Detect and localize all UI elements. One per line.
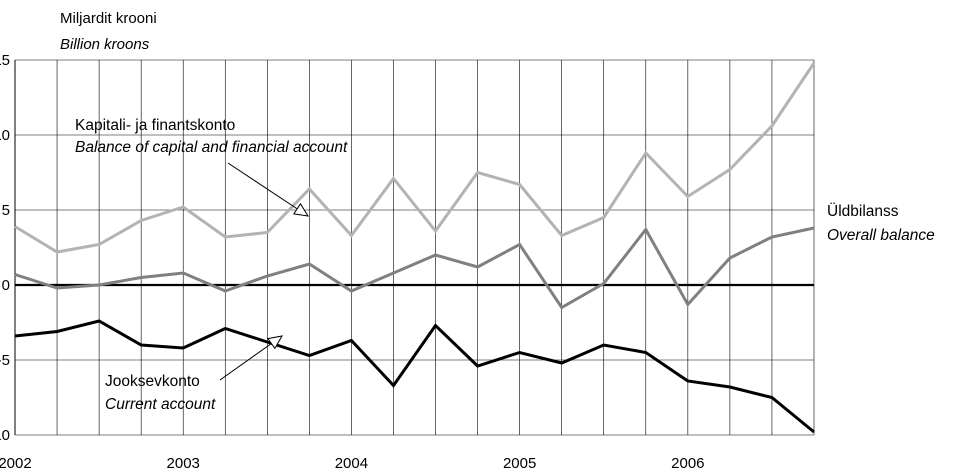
y-tick-labels: 15 10 5 0 -5 -10 bbox=[0, 52, 10, 444]
capital-pointer-leader bbox=[227, 162, 309, 217]
y-tick-label: -10 bbox=[0, 427, 10, 444]
series-label-current-et: Jooksevkonto bbox=[105, 373, 200, 390]
x-tick-label: 2002 bbox=[0, 455, 32, 472]
y-tick-label: 15 bbox=[0, 52, 10, 69]
x-tick-label: 2004 bbox=[335, 455, 368, 472]
axes bbox=[14, 60, 814, 435]
series-label-capital-et: Kapitali- ja finantskonto bbox=[75, 117, 236, 134]
series-label-overall-et: Üldbilanss bbox=[827, 203, 899, 220]
series-line-current bbox=[14, 319, 815, 434]
series-line-overall bbox=[14, 226, 815, 310]
series-label-capital-en: Balance of capital and financial account bbox=[75, 139, 348, 156]
x-tick-label: 2006 bbox=[671, 455, 704, 472]
x-tick-label: 2003 bbox=[167, 455, 200, 472]
x-tick-label: 2005 bbox=[503, 455, 536, 472]
current-pointer-arrowhead bbox=[267, 335, 283, 350]
series-label-current-en: Current account bbox=[105, 396, 216, 413]
x-tick-labels: 2002 2003 2004 2005 2006 bbox=[0, 455, 705, 472]
series-lines bbox=[14, 62, 816, 434]
y-unit-label-et: Miljardit krooni bbox=[60, 10, 157, 27]
y-tick-label: -5 bbox=[0, 352, 10, 369]
y-tick-label: 0 bbox=[2, 277, 10, 294]
series-line-capital bbox=[14, 62, 816, 254]
grid-lines bbox=[14, 59, 815, 436]
y-tick-label: 10 bbox=[0, 127, 10, 144]
capital-pointer-arrowhead bbox=[293, 202, 309, 217]
label-pointers bbox=[219, 162, 309, 381]
series-label-overall-en: Overall balance bbox=[827, 227, 935, 244]
y-unit-label-en: Billion kroons bbox=[60, 36, 150, 53]
y-tick-label: 5 bbox=[2, 202, 10, 219]
